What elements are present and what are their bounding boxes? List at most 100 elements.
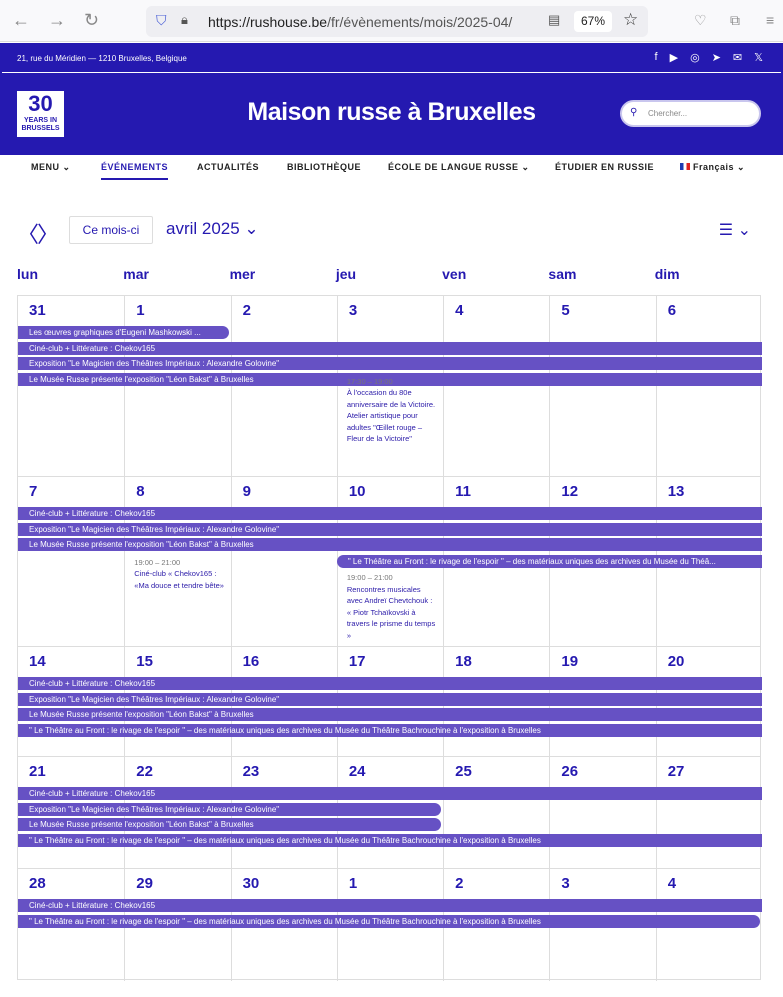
zoom-level[interactable]: 67% (574, 11, 612, 32)
day-number[interactable]: 20 (667, 653, 685, 670)
day-number[interactable]: 28 (29, 875, 46, 892)
day-cell[interactable]: 14 (18, 647, 124, 756)
event-bar[interactable]: Le Musée Russe présente l'exposition "Lé… (18, 818, 442, 831)
day-cell[interactable]: 7 (18, 477, 124, 646)
day-number[interactable]: 19 (561, 653, 579, 670)
day-cell[interactable]: 9 (230, 477, 337, 646)
day-number[interactable]: 4 (667, 875, 677, 892)
day-number[interactable]: 2 (455, 875, 464, 892)
day-number[interactable]: 26 (561, 763, 579, 780)
day-number[interactable]: 22 (136, 763, 153, 780)
event-title[interactable]: À l'occasion du 80e anniversaire de la V… (346, 388, 436, 443)
event-bar[interactable]: Ciné-club + Littérature : Chekov165 (18, 899, 762, 912)
day-number[interactable]: 6 (667, 302, 677, 319)
prev-month-icon[interactable]: 〈 (17, 222, 40, 247)
reload-icon[interactable]: ↻ (84, 10, 100, 30)
day-number[interactable]: 9 (242, 483, 251, 500)
day-number[interactable]: 7 (29, 483, 38, 500)
day-number[interactable]: 23 (242, 763, 260, 780)
event-bar[interactable]: Le Musée Russe présente l'exposition "Lé… (18, 538, 762, 551)
day-number[interactable]: 12 (561, 483, 579, 500)
event-bar[interactable]: Le Musée Russe présente l'exposition "Lé… (18, 372, 762, 386)
forward-icon[interactable]: → (48, 10, 66, 30)
back-icon[interactable]: ← (12, 10, 30, 30)
day-number[interactable]: 15 (136, 653, 153, 670)
day-cell[interactable]: 1 (124, 296, 230, 476)
day-cell[interactable]: 28 (18, 869, 124, 981)
day-cell[interactable]: 2 (230, 296, 337, 476)
event-bar[interactable]: " Le Théâtre au Front : le rivage de l'e… (18, 914, 760, 928)
facebook-icon[interactable]: f (654, 51, 658, 63)
event-bar[interactable]: Ciné-club + Littérature : Chekov165 (18, 507, 762, 520)
day-cell[interactable]: 5 (549, 296, 655, 476)
this-month-button[interactable]: Ce mois-ci (69, 216, 153, 244)
day-number[interactable]: 3 (561, 875, 570, 892)
bookmark-star-icon[interactable]: ☆ (623, 10, 639, 29)
youtube-icon[interactable]: ▶ (669, 52, 679, 64)
site-title[interactable]: Maison russe à Bruxelles (247, 98, 536, 126)
nav-actualites[interactable]: ACTUALITÉS (197, 162, 259, 172)
telegram-icon[interactable]: ➤ (711, 52, 721, 64)
logo[interactable]: 30 YEARS IN BRUSSELS (17, 91, 64, 137)
day-number[interactable]: 13 (667, 483, 685, 500)
event-bar[interactable]: " Le Théâtre au Front : le rivage de l'e… (18, 723, 762, 737)
day-number[interactable]: 5 (561, 302, 570, 319)
day-cell[interactable]: 8 (124, 477, 230, 646)
day-cell[interactable]: 3 (336, 296, 443, 476)
address-bar[interactable]: ⛉ 🔒︎ https://rushouse.be/fr/évènements/m… (146, 6, 648, 37)
day-number[interactable]: 21 (29, 763, 46, 780)
day-number[interactable]: 27 (667, 763, 685, 780)
event-bar[interactable]: Ciné-club + Littérature : Chekov165 (18, 787, 762, 800)
day-cell[interactable]: 31 (18, 296, 124, 476)
day-number[interactable]: 8 (136, 483, 145, 500)
reader-view-icon[interactable]: ▤ (548, 12, 561, 27)
menu-icon[interactable]: ≡ (766, 12, 775, 28)
day-number[interactable]: 14 (29, 653, 46, 670)
event-bar[interactable]: Exposition "Le Magicien des Théâtres Imp… (18, 802, 442, 816)
event-bar[interactable]: Les œuvres graphiques d'Eugeni Mashkowsk… (18, 326, 229, 339)
day-number[interactable]: 2 (242, 302, 251, 319)
event-item[interactable]: 17:30 – 19:00 À l'occasion du 80e anniver… (347, 376, 437, 445)
day-number[interactable]: 30 (242, 875, 260, 892)
event-bar[interactable]: Exposition "Le Magicien des Théâtres Imp… (18, 357, 762, 370)
mail-icon[interactable]: ✉ (732, 52, 743, 64)
day-number[interactable]: 29 (136, 875, 153, 892)
month-picker[interactable]: avril 2025 ⌄ (166, 219, 259, 238)
day-cell[interactable]: 4 (443, 296, 549, 476)
event-bar[interactable]: " Le Théâtre au Front : le rivage de l'e… (18, 833, 762, 847)
day-number[interactable]: 11 (455, 483, 471, 500)
nav-etudier[interactable]: ÉTUDIER EN RUSSIE (555, 162, 655, 172)
day-number[interactable]: 10 (348, 483, 366, 500)
extensions-icon[interactable]: ⧉ (730, 12, 740, 28)
instagram-icon[interactable]: ◎ (690, 52, 700, 64)
day-number[interactable]: 1 (348, 875, 358, 892)
event-item[interactable]: 19:00 – 21:00 Ciné-club « Chekov165 : «Ma… (134, 557, 224, 592)
x-icon[interactable]: 𝕏 (754, 52, 763, 64)
url-text[interactable]: https://rushouse.be/fr/évènements/mois/2… (208, 14, 512, 30)
view-selector[interactable]: ☰ ⌄ (718, 222, 751, 239)
nav-bibliotheque[interactable]: BIBLIOTHÈQUE (287, 162, 362, 172)
event-title[interactable]: Ciné-club « Chekov165 : «Ma douce et ten… (134, 569, 224, 590)
next-month-icon[interactable]: 〉 (37, 222, 60, 247)
shield-icon[interactable]: ⛉ (156, 12, 167, 28)
nav-menu[interactable]: MENU ⌄ (31, 162, 71, 172)
nav-evenements[interactable]: ÉVÉNEMENTS (101, 162, 169, 180)
day-number[interactable]: 24 (348, 763, 366, 780)
event-title[interactable]: Rencontres musicales avec Andreï Chevtch… (346, 584, 436, 640)
day-cell[interactable]: 21 (18, 757, 124, 868)
day-cell[interactable]: 26 (549, 757, 655, 868)
lock-icon[interactable]: 🔒︎ (181, 12, 188, 27)
event-bar[interactable]: Le Musée Russe présente l'exposition "Lé… (18, 708, 762, 721)
day-number[interactable]: 17 (348, 653, 366, 670)
day-number[interactable]: 31 (29, 302, 46, 319)
day-number[interactable]: 16 (242, 653, 260, 670)
nav-language[interactable]: Français ⌄ (680, 162, 745, 173)
event-bar[interactable]: Ciné-club + Littérature : Chekov165 (18, 341, 762, 355)
day-number[interactable]: 25 (455, 763, 472, 780)
event-bar[interactable]: Ciné-club + Littérature : Chekov165 (18, 677, 762, 690)
event-bar[interactable]: Exposition "Le Magicien des Théâtres Imp… (18, 522, 762, 536)
day-number[interactable]: 1 (136, 302, 145, 319)
day-number[interactable]: 4 (455, 302, 464, 319)
event-bar[interactable]: Exposition "Le Magicien des Théâtres Imp… (18, 692, 762, 706)
nav-ecole[interactable]: ÉCOLE DE LANGUE RUSSE ⌄ (388, 162, 530, 172)
